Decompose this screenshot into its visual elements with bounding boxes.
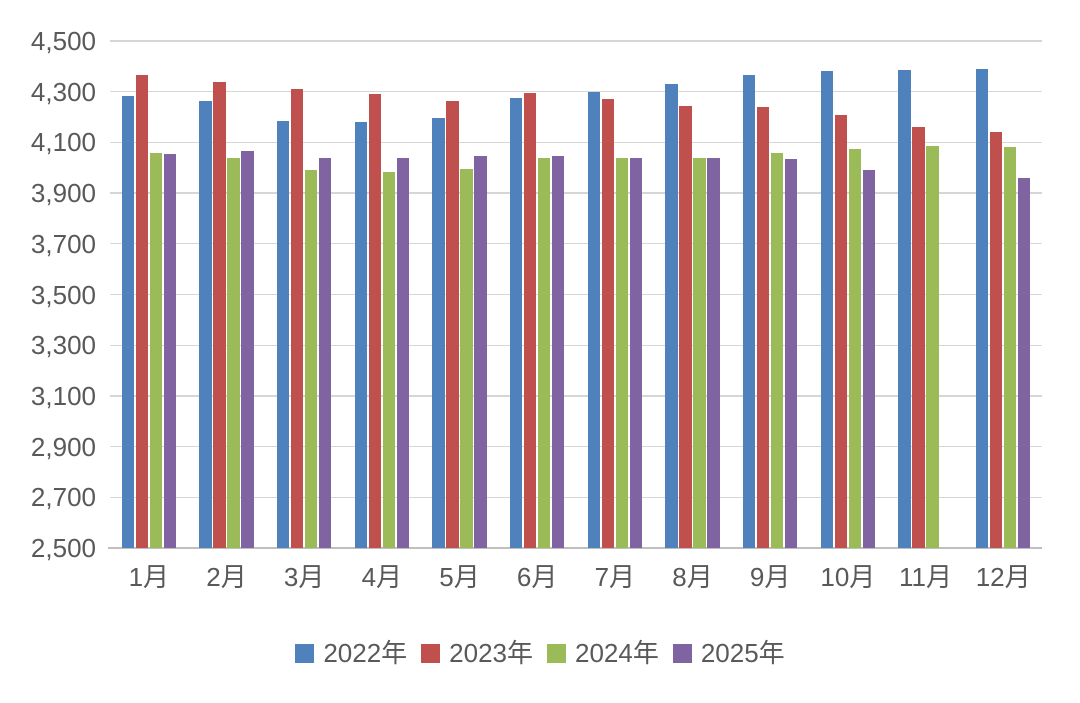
legend-item-2023年: 2023年 [421,638,533,668]
bar-2025年-12月 [1017,177,1031,548]
x-axis-category-label: 2月 [206,562,247,592]
bar-2025年-9月 [784,158,798,548]
bar-2025年-8月 [707,157,720,548]
bar-2022年-6月 [509,98,523,548]
x-axis-category-label: 5月 [439,562,480,592]
bar-2023年-5月 [446,100,459,548]
bar-2025年-2月 [241,151,254,548]
y-axis-tick-label: 4,500 [30,26,96,56]
bar-2022年-11月 [898,70,911,548]
gridline [110,445,1042,448]
legend-label: 2025年 [700,638,785,668]
legend-swatch-icon [295,643,315,663]
bar-2024年-1月 [149,152,163,548]
legend-swatch-icon [547,643,566,663]
bar-2023年-12月 [989,132,1003,548]
gridline [110,192,1042,194]
y-axis-tick-label: 2,700 [30,482,96,513]
y-axis-tick-label: 3,500 [30,279,96,310]
legend-label: 2022年 [323,638,408,668]
y-axis-tick-label: 3,700 [30,228,96,259]
x-axis-category-label: 9月 [749,562,791,592]
bar-2023年-7月 [601,99,615,548]
bar-2022年-12月 [975,68,989,548]
x-axis-category-label: 6月 [516,562,558,592]
x-axis-category-label: 1月 [128,562,170,592]
bar-2022年-9月 [742,75,756,548]
legend-label: 2023年 [449,638,533,668]
bar-2022年-3月 [276,120,290,548]
bar-2025年-10月 [862,170,876,548]
y-axis: 2,500 2,700 2,900 3,100 3,300 3,500 3,700 3,900… [0,0,96,600]
bar-2022年-7月 [587,91,601,548]
bar-2024年-8月 [693,157,706,548]
bar-2025年-7月 [629,157,643,548]
x-axis: 1月 2月 3月 4月 5月 6月 7月 8月 9月 10月 11月 12月 [110,559,1042,597]
bar-2025年-4月 [396,157,410,548]
x-axis-category-label: 11月 [898,562,952,592]
x-axis-category-label: 4月 [361,562,403,592]
x-axis-category-label: 8月 [672,562,713,592]
plot-area [108,40,1042,549]
bar-2023年-3月 [290,89,304,548]
y-axis-tick-label: 4,300 [30,76,96,107]
bar-2023年-11月 [912,127,925,548]
legend: 2022年 2023年 2024年 2025年 [0,638,1080,668]
bar-2023年-8月 [679,105,692,548]
y-axis-tick-label: 2,900 [30,431,96,462]
bar-2022年-8月 [665,84,678,548]
y-axis-tick-label: 3,300 [30,330,96,361]
gridline [110,141,1042,144]
bar-2023年-2月 [213,81,226,548]
y-axis-tick-label: 3,900 [30,178,96,209]
x-axis-category-label: 10月 [820,562,876,592]
x-axis-category-label: 7月 [594,562,636,592]
bar-2024年-7月 [615,157,629,548]
legend-swatch-icon [672,643,692,663]
y-axis-tick-label: 4,100 [30,127,96,158]
bar-2023年-10月 [834,114,848,548]
gridline [110,395,1042,397]
legend-item-2025年: 2025年 [672,638,785,668]
y-axis-tick-label: 2,500 [30,533,96,563]
bar-2025年-3月 [318,157,332,548]
gridline [110,344,1042,346]
bar-2025年-6月 [551,156,565,548]
bar-2022年-5月 [432,118,445,548]
bar-2023年-6月 [523,92,537,548]
y-axis-tick-label: 3,100 [30,380,96,411]
legend-item-2024年: 2024年 [547,638,659,668]
gridline [110,91,1042,93]
bar-2022年-1月 [121,95,135,548]
gridline [110,293,1042,296]
bar-2023年-9月 [756,106,770,548]
bar-2024年-2月 [227,157,240,548]
gridline [110,243,1042,245]
bar-2022年-10月 [820,71,834,548]
bar-2024年-5月 [460,169,473,548]
x-axis-category-label: 3月 [283,562,325,592]
bar-2023年-1月 [135,75,149,548]
gridline [110,40,1042,42]
bar-2025年-1月 [163,153,177,548]
bar-2024年-6月 [537,157,551,548]
bar-2024年-3月 [304,170,318,548]
bar-2024年-11月 [926,146,939,548]
bar-2022年-2月 [199,100,212,548]
bar-2024年-9月 [770,152,784,548]
bar-2023年-4月 [368,94,382,548]
x-axis-category-label: 12月 [975,562,1031,592]
legend-label: 2024年 [575,638,659,668]
bar-2025年-5月 [474,156,487,548]
gridline [110,496,1042,498]
bar-2024年-4月 [382,171,396,548]
bar-2024年-12月 [1003,147,1017,548]
bar-2024年-10月 [848,148,862,548]
x-axis-line [108,547,1042,549]
legend-item-2022年: 2022年 [295,638,407,668]
legend-swatch-icon [421,643,441,663]
bar-2022年-4月 [354,122,368,548]
